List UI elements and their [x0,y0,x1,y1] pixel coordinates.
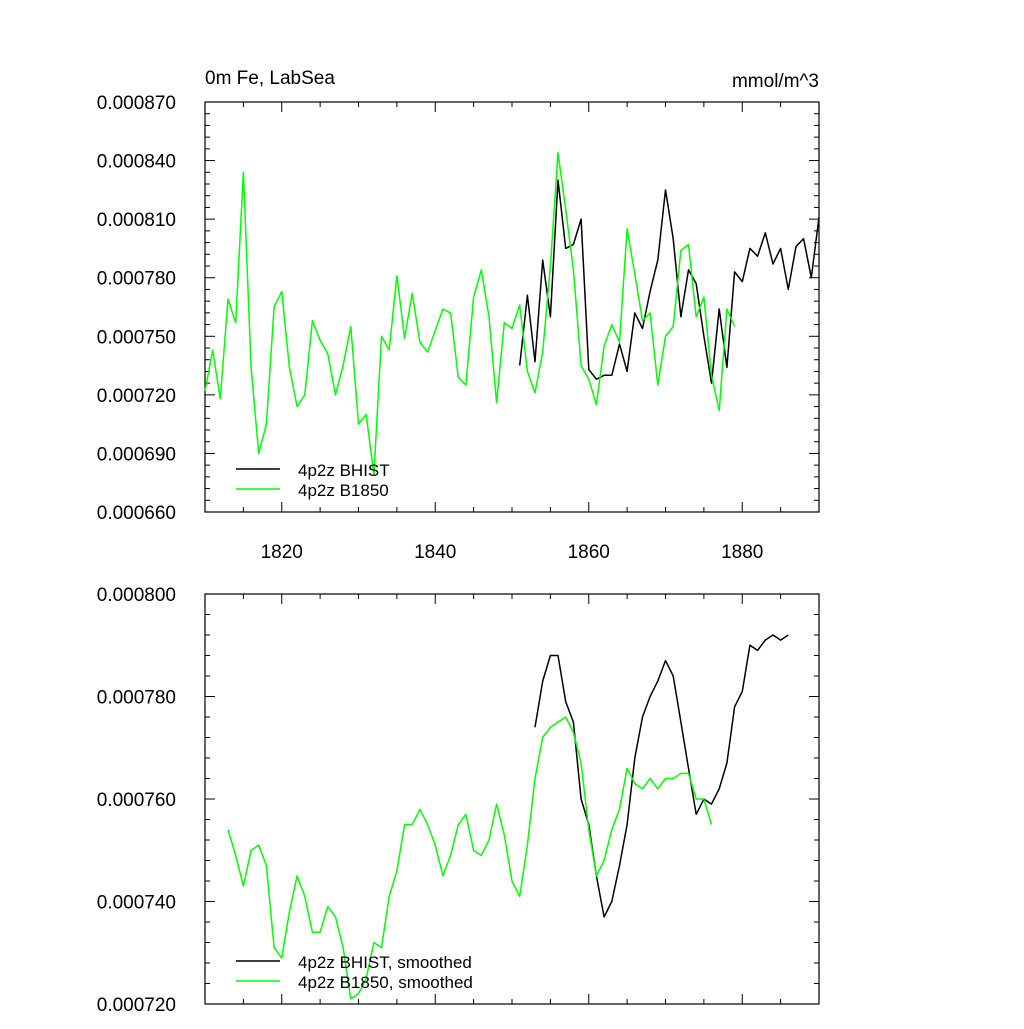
top-axes: 1820 1840 1860 1880 0.000660 0.000690 0.000720… [97,93,819,563]
legend-label-1: 4p2z B1850 [298,481,389,500]
x-tick-label: 1860 [568,542,610,563]
y-tick-label: 0.000690 [97,444,176,465]
top-title-right: mmol/m^3 [732,71,819,92]
series-line-1 [227,716,713,1000]
series-line-0 [518,179,820,384]
y-tick-label: 0.000660 [97,503,176,524]
bottom-axes: 0.000720 0.000740 0.000760 0.000780 0.000800 [97,585,819,1016]
legend-label-0: 4p2z BHIST, smoothed [298,953,472,972]
bottom-panel: 0.000720 0.000740 0.000760 0.000780 0.000800… [97,585,820,1016]
y-tick-label: 0.000870 [97,93,176,114]
y-tick-label: 0.000810 [97,210,176,231]
x-tick-label: 1820 [261,542,303,563]
top-panel: 0m Fe, LabSea mmol/m^3 1820 1840 1860 1880 0… [97,68,820,563]
top-series [204,152,820,476]
top-plot-frame [204,101,820,513]
series-line-0 [534,634,789,918]
y-tick-label: 0.000780 [97,688,176,709]
top-title-left: 0m Fe, LabSea [205,68,335,89]
y-tick-label: 0.000750 [97,327,176,348]
y-tick-label: 0.000760 [97,790,176,811]
y-tick-label: 0.000720 [97,995,176,1016]
y-tick-label: 0.000840 [97,152,176,173]
legend-label-0: 4p2z BHIST [298,461,390,480]
bottom-series [227,634,789,1000]
y-tick-label: 0.000800 [97,585,176,606]
legend-label-1: 4p2z B1850, smoothed [298,973,473,992]
x-tick-label: 1880 [721,542,763,563]
bottom-plot-frame [204,593,820,1005]
y-tick-label: 0.000720 [97,386,176,407]
x-tick-label: 1840 [414,542,456,563]
y-tick-label: 0.000740 [97,893,176,914]
series-line-1 [204,152,736,476]
y-tick-label: 0.000780 [97,269,176,290]
